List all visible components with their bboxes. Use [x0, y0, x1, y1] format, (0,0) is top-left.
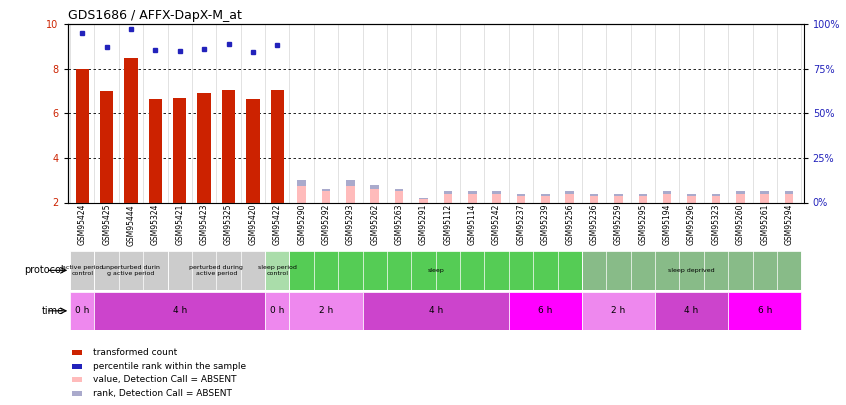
- Bar: [265, 251, 289, 290]
- Bar: [70, 251, 95, 290]
- Text: 2 h: 2 h: [319, 306, 333, 315]
- Bar: [711, 194, 720, 202]
- Bar: [582, 292, 655, 330]
- Bar: [614, 194, 623, 202]
- Bar: [785, 192, 794, 202]
- Text: time: time: [41, 306, 63, 316]
- Bar: [75, 69, 89, 202]
- Text: 0 h: 0 h: [75, 306, 90, 315]
- Text: sleep period
control: sleep period control: [258, 265, 297, 276]
- Text: percentile rank within the sample: percentile rank within the sample: [93, 362, 246, 371]
- Bar: [663, 192, 672, 202]
- Bar: [590, 194, 598, 196]
- Bar: [371, 185, 379, 189]
- Bar: [363, 292, 508, 330]
- Text: GDS1686 / AFFX-DapX-M_at: GDS1686 / AFFX-DapX-M_at: [68, 9, 242, 22]
- Bar: [517, 194, 525, 202]
- Bar: [508, 292, 582, 330]
- Bar: [70, 292, 95, 330]
- Bar: [321, 189, 330, 192]
- Text: 4 h: 4 h: [173, 306, 187, 315]
- Bar: [614, 194, 623, 196]
- Text: unperturbed durin
g active period: unperturbed durin g active period: [102, 265, 160, 276]
- Bar: [289, 292, 363, 330]
- Bar: [321, 189, 330, 202]
- Bar: [590, 194, 598, 202]
- Bar: [541, 194, 550, 202]
- Text: 0 h: 0 h: [270, 306, 284, 315]
- Bar: [443, 192, 452, 194]
- Text: 4 h: 4 h: [429, 306, 442, 315]
- Bar: [663, 192, 672, 194]
- Bar: [95, 292, 265, 330]
- Bar: [271, 90, 284, 202]
- Text: 6 h: 6 h: [538, 306, 552, 315]
- Bar: [639, 194, 647, 202]
- Bar: [197, 93, 211, 202]
- Text: transformed count: transformed count: [93, 348, 178, 357]
- Bar: [173, 98, 186, 202]
- Text: value, Detection Call = ABSENT: value, Detection Call = ABSENT: [93, 375, 237, 384]
- Bar: [565, 192, 574, 194]
- Bar: [711, 194, 720, 196]
- Bar: [395, 189, 404, 202]
- Bar: [468, 192, 476, 194]
- Bar: [443, 192, 452, 202]
- Bar: [639, 194, 647, 196]
- Bar: [565, 192, 574, 202]
- Bar: [761, 192, 769, 194]
- Bar: [168, 251, 265, 290]
- Bar: [298, 180, 306, 202]
- Bar: [492, 192, 501, 194]
- Bar: [468, 192, 476, 202]
- Bar: [100, 91, 113, 202]
- Text: active period
control: active period control: [62, 265, 103, 276]
- Bar: [371, 185, 379, 202]
- Bar: [346, 180, 354, 186]
- Bar: [736, 192, 744, 202]
- Bar: [541, 194, 550, 196]
- Bar: [395, 189, 404, 192]
- Bar: [149, 99, 162, 202]
- Bar: [346, 180, 354, 202]
- Text: 6 h: 6 h: [757, 306, 772, 315]
- Bar: [222, 90, 235, 202]
- Text: sleep: sleep: [427, 268, 444, 273]
- Bar: [736, 192, 744, 194]
- Text: perturbed during
active period: perturbed during active period: [190, 265, 244, 276]
- Bar: [687, 194, 696, 202]
- Bar: [95, 251, 168, 290]
- Bar: [265, 292, 289, 330]
- Text: protocol: protocol: [24, 265, 63, 275]
- Bar: [246, 99, 260, 202]
- Text: rank, Detection Call = ABSENT: rank, Detection Call = ABSENT: [93, 389, 232, 398]
- Bar: [785, 192, 794, 194]
- Bar: [687, 194, 696, 196]
- Text: sleep deprived: sleep deprived: [668, 268, 715, 273]
- Bar: [492, 192, 501, 202]
- Bar: [582, 251, 801, 290]
- Text: 2 h: 2 h: [612, 306, 625, 315]
- Bar: [289, 251, 582, 290]
- Bar: [420, 198, 428, 202]
- Bar: [124, 58, 138, 202]
- Bar: [728, 292, 801, 330]
- Bar: [517, 194, 525, 196]
- Bar: [298, 180, 306, 186]
- Text: 4 h: 4 h: [684, 306, 699, 315]
- Bar: [655, 292, 728, 330]
- Bar: [761, 192, 769, 202]
- Bar: [420, 198, 428, 199]
